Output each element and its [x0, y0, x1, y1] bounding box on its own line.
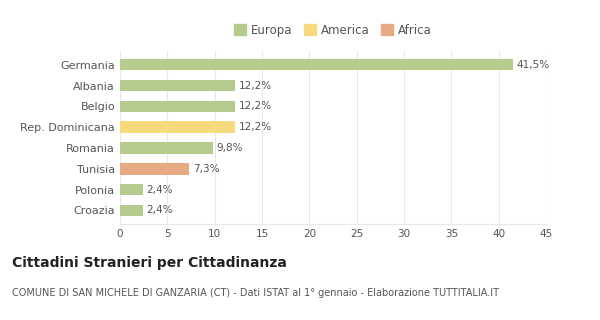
Bar [120, 80, 235, 91]
Bar [120, 184, 143, 195]
Bar [120, 142, 213, 154]
Text: COMUNE DI SAN MICHELE DI GANZARIA (CT) - Dati ISTAT al 1° gennaio - Elaborazione: COMUNE DI SAN MICHELE DI GANZARIA (CT) -… [12, 288, 499, 298]
Bar [120, 163, 189, 174]
Text: 12,2%: 12,2% [239, 122, 272, 132]
Text: Cittadini Stranieri per Cittadinanza: Cittadini Stranieri per Cittadinanza [12, 256, 287, 270]
Text: 12,2%: 12,2% [239, 81, 272, 91]
Bar [120, 59, 513, 70]
Text: 2,4%: 2,4% [146, 205, 173, 215]
Legend: Europa, America, Africa: Europa, America, Africa [230, 19, 436, 42]
Bar [120, 205, 143, 216]
Text: 12,2%: 12,2% [239, 101, 272, 111]
Text: 7,3%: 7,3% [193, 164, 220, 174]
Bar [120, 122, 235, 133]
Text: 41,5%: 41,5% [517, 60, 550, 70]
Text: 9,8%: 9,8% [217, 143, 243, 153]
Bar [120, 101, 235, 112]
Text: 2,4%: 2,4% [146, 185, 173, 195]
